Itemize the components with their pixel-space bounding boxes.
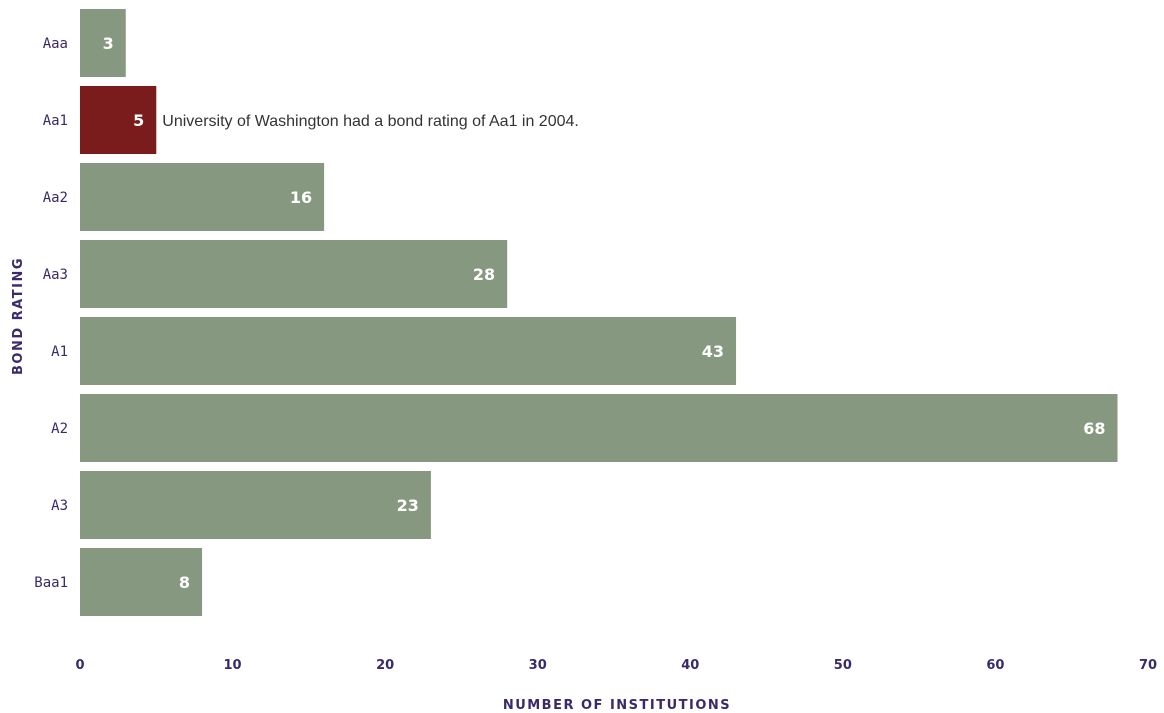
bar-aa3 bbox=[80, 240, 508, 308]
value-label-a3: 23 bbox=[397, 496, 419, 515]
x-tick-label: 60 bbox=[986, 658, 1004, 673]
category-label-a2: A2 bbox=[51, 421, 68, 437]
value-label-a2: 68 bbox=[1083, 419, 1105, 438]
highlight-annotation: University of Washington had a bond rati… bbox=[162, 113, 579, 130]
x-tick-label: 10 bbox=[224, 658, 242, 673]
x-tick-label: 0 bbox=[75, 658, 84, 673]
labels-layer: Aaa 3 Aa1 5 University of Washington had a b… bbox=[34, 34, 1105, 592]
category-label-aa2: Aa2 bbox=[43, 190, 68, 206]
bar-baa1 bbox=[80, 548, 203, 616]
category-label-aa3: Aa3 bbox=[43, 267, 68, 283]
bar-a3 bbox=[80, 471, 431, 539]
value-label-aa2: 16 bbox=[290, 188, 312, 207]
bar-a2 bbox=[80, 394, 1118, 462]
bar-aa2 bbox=[80, 163, 325, 231]
y-axis-title: BOND RATING bbox=[11, 257, 26, 375]
x-tick-label: 40 bbox=[681, 658, 699, 673]
value-label-a1: 43 bbox=[702, 342, 724, 361]
x-tick-label: 30 bbox=[529, 658, 547, 673]
x-tick-label: 20 bbox=[376, 658, 394, 673]
category-label-aaa: Aaa bbox=[43, 36, 68, 52]
bars-layer bbox=[80, 9, 1118, 616]
value-label-aa3: 28 bbox=[473, 265, 495, 284]
x-axis-title: NUMBER OF INSTITUTIONS bbox=[503, 698, 731, 713]
category-label-a1: A1 bbox=[51, 344, 68, 360]
x-ticks-layer: 0 10 20 30 40 50 60 70 bbox=[75, 658, 1157, 673]
category-label-baa1: Baa1 bbox=[34, 575, 68, 591]
value-label-aaa: 3 bbox=[103, 34, 114, 53]
bar-aa1 bbox=[80, 86, 157, 154]
value-label-baa1: 8 bbox=[179, 573, 190, 592]
x-tick-label: 50 bbox=[834, 658, 852, 673]
category-label-aa1: Aa1 bbox=[43, 113, 68, 129]
x-tick-label: 70 bbox=[1139, 658, 1157, 673]
category-label-a3: A3 bbox=[51, 498, 68, 514]
bar-aaa bbox=[80, 9, 126, 77]
bar-a1 bbox=[80, 317, 737, 385]
value-label-aa1: 5 bbox=[133, 111, 144, 130]
